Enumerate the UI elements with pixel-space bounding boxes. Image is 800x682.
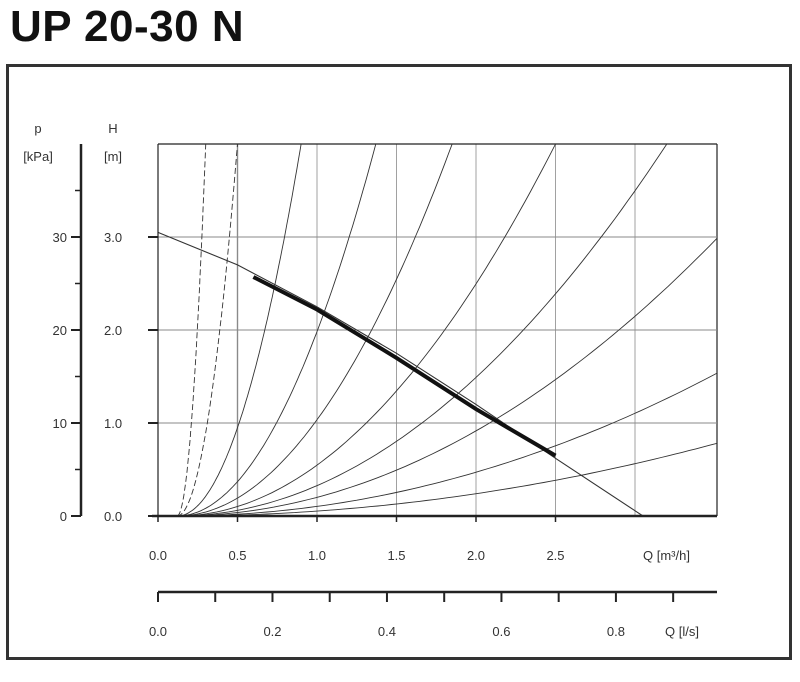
h-axis-tick-label: 0.0 [104,509,122,524]
p-axis-tick-label: 30 [53,230,67,245]
max-pump-curve [157,231,644,517]
system-curve [177,144,302,516]
pump-curves [157,231,644,517]
chart-frame [6,64,792,660]
h-axis-label: H [108,121,117,136]
p-axis-label: [kPa] [23,149,53,164]
p-axis-tick-label: 20 [53,323,67,338]
system-curves [176,144,717,516]
system-curve [177,144,453,516]
system-curve [177,372,717,516]
p-axis-tick-label: 10 [53,416,67,431]
h-axis-label: [m] [104,149,122,164]
operating-range-curve [252,275,557,458]
system-curve [177,237,717,516]
axis-labels: 0 10 20 30 p [kPa] 0.0 1.0 2.0 3.0 H [m] 0.0 0.5 1.0 1.… [23,121,699,639]
system-curve [177,144,238,516]
grid-lines [157,143,718,516]
h-axis-tick-label: 2.0 [104,323,122,338]
q-axis-tick-label: 0.0 [149,548,167,563]
system-curve [177,144,668,516]
q-axis-tick-label: 1.0 [308,548,326,563]
system-curve [177,442,717,516]
chart-title: UP 20-30 N [10,2,245,51]
system-curve [176,144,207,516]
h-axis-tick-label: 1.0 [104,416,122,431]
ls-axis-tick-label: 0.2 [263,624,281,639]
ls-axis-tick-label: 0.6 [492,624,510,639]
q-axis-tick-label: 1.5 [387,548,405,563]
q-axis-tick-label: 0.5 [228,548,246,563]
ls-axis-tick-label: 0.0 [149,624,167,639]
axes [71,144,717,602]
p-axis-label: p [34,121,41,136]
system-curve [177,144,377,516]
q-axis-tick-label: 2.0 [467,548,485,563]
p-axis-tick-label: 0 [60,509,67,524]
ls-axis-tick-label: 0.4 [378,624,396,639]
q-axis-label: Q [m³/h] [643,548,690,563]
q-axis-tick-label: 2.5 [546,548,564,563]
system-curve [177,144,557,516]
ls-axis-tick-label: 0.8 [607,624,625,639]
h-axis-tick-label: 3.0 [104,230,122,245]
ls-axis-label: Q [l/s] [665,624,699,639]
